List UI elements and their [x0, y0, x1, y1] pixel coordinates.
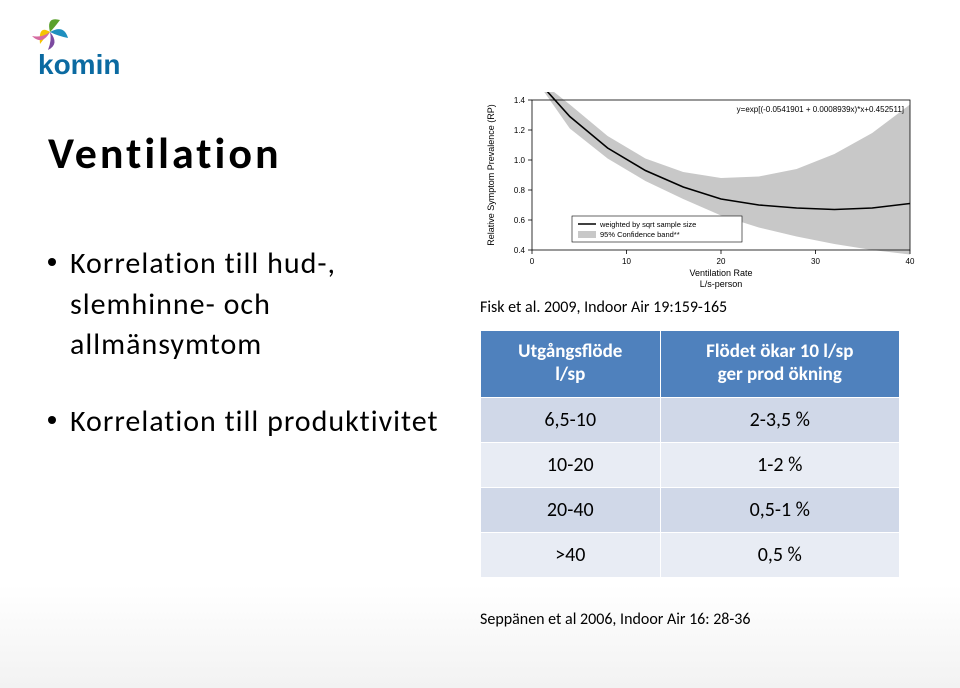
bullet-text: Korrelation till produktivitet: [70, 402, 439, 443]
logo: komin: [20, 14, 170, 89]
chart: 0.4 0.6 0.8 1.0 1.2 1.4 0 10 20 30 40 Relative Symp…: [480, 92, 920, 292]
logo-text: komin: [38, 49, 120, 80]
bullet-item: Korrelation till hud-, slemhinne- och al…: [48, 244, 448, 366]
table-cell: 1-2 %: [660, 442, 899, 487]
table-header: Flödet ökar 10 l/sp ger prod ökning: [660, 331, 899, 398]
bullet-text: Korrelation till hud-, slemhinne- och al…: [70, 244, 448, 366]
table-header: Utgångsflöde l/sp: [481, 331, 661, 398]
svg-text:10: 10: [622, 257, 631, 266]
svg-text:weighted by sqrt sample size: weighted by sqrt sample size: [599, 220, 696, 229]
svg-text:0.4: 0.4: [514, 246, 526, 255]
svg-text:Relative Symptom Prevalence (R: Relative Symptom Prevalence (RP): [486, 104, 496, 246]
bullet-dot: [48, 258, 56, 266]
chart-caption: Fisk et al. 2009, Indoor Air 19:159-165: [480, 298, 727, 317]
slide: komin Ventilation Korrelation till hud-,…: [0, 0, 960, 688]
svg-text:L/s-person: L/s-person: [700, 279, 743, 289]
table-cell: 6,5-10: [481, 397, 661, 442]
svg-text:0.6: 0.6: [514, 216, 526, 225]
svg-text:20: 20: [717, 257, 726, 266]
table-row: >40 0,5 %: [481, 532, 900, 577]
svg-text:0.8: 0.8: [514, 186, 526, 195]
bullet-item: Korrelation till produktivitet: [48, 402, 448, 443]
table-cell: >40: [481, 532, 661, 577]
table-cell: 2-3,5 %: [660, 397, 899, 442]
svg-text:1.0: 1.0: [514, 156, 526, 165]
svg-text:1.2: 1.2: [514, 126, 526, 135]
svg-text:40: 40: [906, 257, 915, 266]
svg-text:30: 30: [811, 257, 820, 266]
table-cell: 20-40: [481, 487, 661, 532]
svg-text:1.4: 1.4: [514, 96, 526, 105]
page-title: Ventilation: [48, 126, 282, 180]
table-row: 10-20 1-2 %: [481, 442, 900, 487]
svg-text:95% Confidence band**: 95% Confidence band**: [600, 230, 680, 239]
table-cell: 0,5 %: [660, 532, 899, 577]
table-cell: 0,5-1 %: [660, 487, 899, 532]
bullet-dot: [48, 416, 56, 424]
svg-text:Ventilation Rate: Ventilation Rate: [689, 268, 752, 278]
svg-text:y=exp[(-0.0541901 + 0.0008939x: y=exp[(-0.0541901 + 0.0008939x)*x+0.4525…: [737, 105, 904, 114]
table-caption: Seppänen et al 2006, Indoor Air 16: 28-3…: [480, 610, 751, 629]
table-cell: 10-20: [481, 442, 661, 487]
table-row: 6,5-10 2-3,5 %: [481, 397, 900, 442]
table-row: 20-40 0,5-1 %: [481, 487, 900, 532]
bullet-list: Korrelation till hud-, slemhinne- och al…: [48, 244, 448, 478]
productivity-table: Utgångsflöde l/sp Flödet ökar 10 l/sp ge…: [480, 330, 900, 578]
svg-text:0: 0: [530, 257, 535, 266]
